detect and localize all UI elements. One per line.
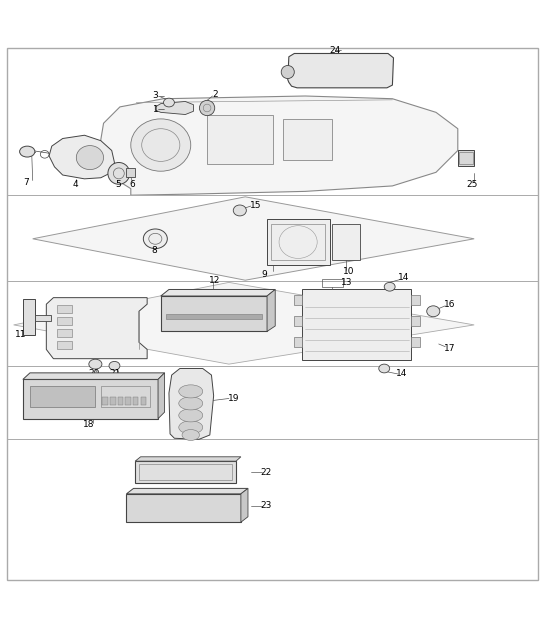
Text: 25: 25 bbox=[466, 180, 477, 189]
Polygon shape bbox=[411, 337, 420, 347]
Bar bbox=[459, 152, 473, 164]
Polygon shape bbox=[33, 197, 474, 280]
Bar bbox=[161, 296, 267, 332]
Text: 16: 16 bbox=[444, 300, 456, 309]
Text: 3: 3 bbox=[153, 92, 159, 100]
Polygon shape bbox=[241, 489, 248, 522]
Polygon shape bbox=[294, 316, 302, 326]
Bar bbox=[133, 397, 138, 405]
Bar bbox=[102, 397, 108, 405]
Polygon shape bbox=[411, 295, 420, 305]
Ellipse shape bbox=[143, 229, 167, 249]
Text: 4: 4 bbox=[73, 180, 78, 189]
Bar bbox=[101, 386, 150, 407]
Text: 17: 17 bbox=[444, 344, 456, 353]
Polygon shape bbox=[14, 283, 474, 364]
Text: 10: 10 bbox=[343, 267, 355, 276]
Polygon shape bbox=[135, 457, 241, 461]
Bar bbox=[110, 397, 116, 405]
Polygon shape bbox=[155, 102, 193, 114]
Bar bbox=[126, 168, 135, 176]
Bar bbox=[30, 386, 95, 407]
Polygon shape bbox=[98, 96, 458, 195]
Polygon shape bbox=[267, 290, 275, 332]
Bar bbox=[141, 397, 146, 405]
Bar bbox=[126, 494, 241, 522]
Bar bbox=[207, 115, 272, 164]
Polygon shape bbox=[294, 295, 302, 305]
Ellipse shape bbox=[20, 146, 35, 157]
Ellipse shape bbox=[233, 205, 246, 216]
Text: 6: 6 bbox=[130, 180, 136, 189]
Ellipse shape bbox=[76, 146, 104, 170]
Bar bbox=[23, 300, 35, 335]
Text: 8: 8 bbox=[152, 246, 158, 255]
Text: 1: 1 bbox=[153, 105, 159, 114]
Bar bbox=[283, 119, 332, 160]
Bar bbox=[125, 397, 131, 405]
Ellipse shape bbox=[427, 306, 440, 317]
Text: 23: 23 bbox=[261, 501, 272, 511]
Ellipse shape bbox=[281, 65, 294, 78]
Polygon shape bbox=[288, 53, 393, 88]
Bar bbox=[271, 224, 325, 259]
Text: 2: 2 bbox=[213, 90, 218, 99]
Ellipse shape bbox=[108, 163, 130, 184]
Bar bbox=[166, 314, 262, 320]
Ellipse shape bbox=[179, 385, 203, 398]
Bar bbox=[267, 219, 330, 265]
Bar bbox=[57, 341, 72, 349]
Text: 9: 9 bbox=[262, 270, 268, 279]
Text: —: — bbox=[158, 93, 165, 99]
Bar bbox=[458, 151, 474, 166]
Text: 21: 21 bbox=[109, 369, 120, 379]
Text: 7: 7 bbox=[23, 178, 29, 187]
Bar bbox=[139, 465, 232, 480]
Ellipse shape bbox=[164, 98, 174, 107]
Polygon shape bbox=[158, 373, 165, 419]
Text: 12: 12 bbox=[209, 276, 220, 284]
Bar bbox=[57, 317, 72, 325]
Text: —: — bbox=[158, 106, 165, 112]
Ellipse shape bbox=[89, 359, 102, 369]
Bar bbox=[23, 379, 158, 419]
Ellipse shape bbox=[179, 397, 203, 410]
Ellipse shape bbox=[182, 430, 199, 440]
Text: 14: 14 bbox=[398, 273, 409, 282]
Bar bbox=[57, 305, 72, 313]
Bar bbox=[322, 279, 343, 287]
Text: 11: 11 bbox=[15, 330, 27, 339]
Text: 24: 24 bbox=[329, 46, 341, 55]
Ellipse shape bbox=[384, 283, 395, 291]
Bar bbox=[57, 328, 72, 337]
Polygon shape bbox=[46, 298, 147, 359]
Text: 15: 15 bbox=[250, 200, 261, 210]
Text: 22: 22 bbox=[261, 468, 272, 477]
Polygon shape bbox=[294, 337, 302, 347]
Ellipse shape bbox=[179, 409, 203, 422]
Polygon shape bbox=[49, 135, 114, 179]
Text: 19: 19 bbox=[228, 394, 239, 403]
Ellipse shape bbox=[179, 421, 203, 434]
Polygon shape bbox=[411, 316, 420, 326]
Ellipse shape bbox=[109, 362, 120, 370]
Polygon shape bbox=[169, 369, 214, 440]
Bar bbox=[118, 397, 123, 405]
Bar bbox=[135, 461, 236, 483]
Polygon shape bbox=[126, 489, 248, 494]
Ellipse shape bbox=[199, 100, 215, 116]
Text: 18: 18 bbox=[83, 420, 94, 428]
Polygon shape bbox=[23, 373, 165, 379]
Text: 14: 14 bbox=[396, 369, 408, 379]
Bar bbox=[35, 315, 51, 321]
Bar bbox=[302, 290, 411, 360]
Ellipse shape bbox=[131, 119, 191, 171]
Bar bbox=[332, 224, 360, 259]
Text: 13: 13 bbox=[341, 278, 352, 288]
Text: 5: 5 bbox=[116, 180, 122, 189]
Ellipse shape bbox=[379, 364, 390, 373]
Polygon shape bbox=[161, 290, 275, 296]
Text: —: — bbox=[335, 47, 342, 53]
Text: 20: 20 bbox=[88, 369, 100, 379]
